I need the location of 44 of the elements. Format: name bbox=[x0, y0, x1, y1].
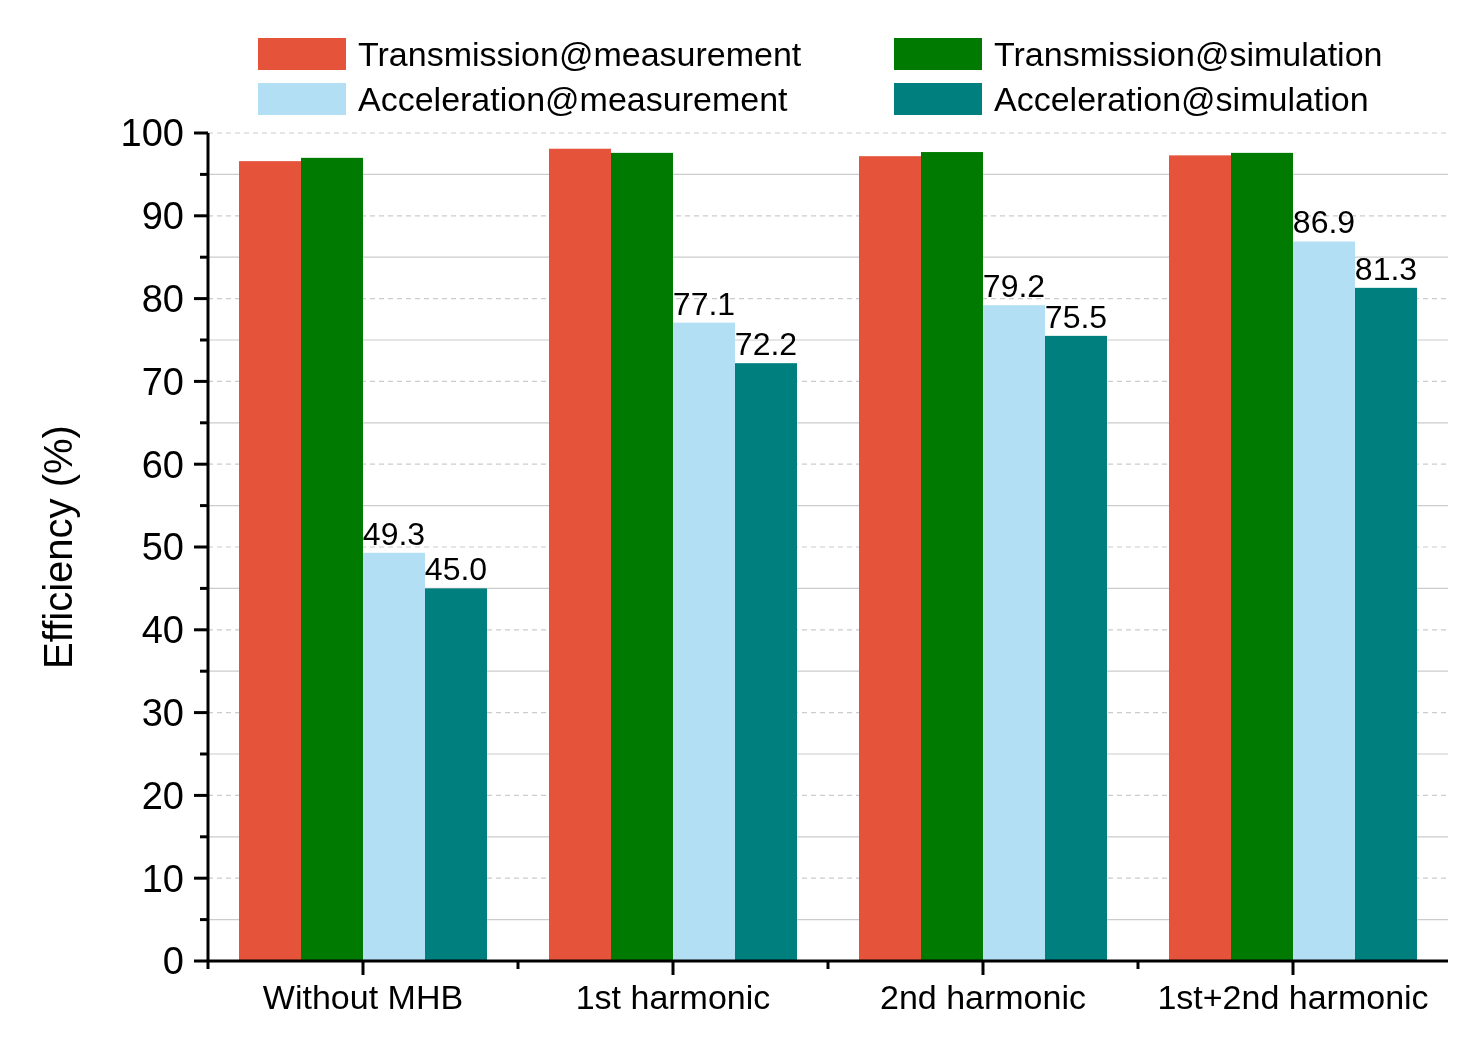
data-label: 72.2 bbox=[734, 326, 798, 363]
x-tick-label: Without MHB bbox=[262, 978, 464, 1016]
data-label: 77.1 bbox=[672, 285, 736, 322]
bar bbox=[1045, 335, 1107, 961]
bar bbox=[239, 161, 301, 961]
x-tick-label: 1st+2nd harmonic bbox=[1157, 978, 1429, 1016]
legend-label: Acceleration@simulation bbox=[994, 79, 1369, 118]
bar bbox=[1293, 241, 1355, 961]
bar bbox=[735, 363, 797, 961]
bar bbox=[859, 156, 921, 961]
y-tick-label: 40 bbox=[141, 609, 184, 652]
bar bbox=[363, 552, 425, 961]
x-tick-label: 2nd harmonic bbox=[879, 978, 1087, 1016]
y-tick-label: 30 bbox=[141, 691, 184, 734]
x-tick-label: 1st harmonic bbox=[575, 978, 771, 1016]
y-tick-label: 0 bbox=[162, 940, 184, 983]
bar bbox=[1231, 152, 1293, 961]
y-tick-label: 70 bbox=[141, 360, 184, 403]
y-tick-label: 100 bbox=[120, 112, 184, 155]
y-tick-label: 50 bbox=[141, 526, 184, 569]
bar bbox=[983, 305, 1045, 961]
y-tick-label: 90 bbox=[141, 195, 184, 238]
bar bbox=[301, 157, 363, 961]
data-label: 49.3 bbox=[362, 515, 426, 552]
bar bbox=[1355, 287, 1417, 961]
legend-label: Acceleration@measurement bbox=[358, 79, 789, 118]
bar bbox=[1169, 155, 1231, 961]
y-axis-title: Efficiency (%) bbox=[36, 425, 80, 669]
data-label: 81.3 bbox=[1354, 250, 1418, 287]
data-label: 79.2 bbox=[982, 268, 1046, 305]
y-tick-label: 60 bbox=[141, 443, 184, 486]
legend-label: Transmission@simulation bbox=[994, 34, 1383, 73]
bar bbox=[425, 588, 487, 961]
data-label: 75.5 bbox=[1044, 298, 1108, 335]
bar bbox=[673, 322, 735, 961]
bar bbox=[549, 148, 611, 961]
bar bbox=[611, 152, 673, 961]
y-tick-label: 80 bbox=[141, 277, 184, 320]
data-label: 45.0 bbox=[424, 551, 488, 588]
bar bbox=[921, 152, 983, 961]
y-tick-label: 20 bbox=[141, 774, 184, 817]
data-label: 86.9 bbox=[1292, 204, 1356, 241]
y-tick-label: 10 bbox=[141, 857, 184, 900]
legend-label: Transmission@measurement bbox=[358, 34, 802, 73]
